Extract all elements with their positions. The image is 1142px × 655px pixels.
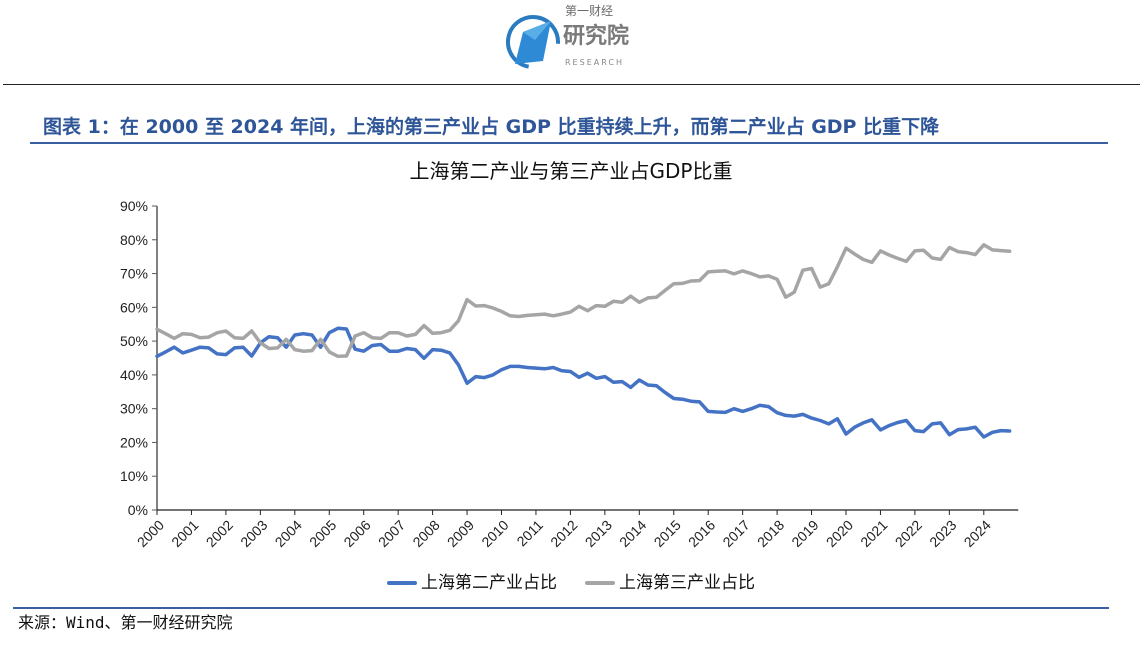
x-tick-label: 2018 <box>754 517 787 550</box>
legend-label-secondary: 上海第二产业占比 <box>421 573 557 593</box>
y-tick-label: 40% <box>120 367 148 383</box>
y-tick-label: 20% <box>120 434 148 450</box>
x-tick-label: 2016 <box>685 517 718 550</box>
x-tick-label: 2009 <box>444 517 477 550</box>
x-tick-label: 2012 <box>547 517 580 550</box>
legend-swatch-secondary <box>387 581 417 585</box>
source-divider <box>13 607 1109 609</box>
legend-item-tertiary: 上海第三产业占比 <box>585 572 755 594</box>
logo-top-text: 第一财经 <box>565 4 614 18</box>
x-tick-label: 2006 <box>340 517 373 550</box>
x-tick-label: 2024 <box>961 517 994 550</box>
y-tick-label: 50% <box>120 333 148 349</box>
y-tick-label: 60% <box>120 299 148 315</box>
x-tick-label: 2004 <box>272 517 305 550</box>
series-line-tertiary <box>155 243 1012 359</box>
diamond-globe-logo-icon <box>506 15 560 69</box>
y-tick-label: 70% <box>120 266 148 282</box>
x-tick-label: 2013 <box>582 517 615 550</box>
x-tick-label: 2021 <box>857 517 890 550</box>
x-tick-label: 2022 <box>892 517 925 550</box>
x-tick-label: 2015 <box>651 517 684 550</box>
y-tick-label: 90% <box>120 198 148 214</box>
x-tick-label: 2020 <box>823 517 856 550</box>
x-tick-label: 2002 <box>203 517 236 550</box>
chart-title: 上海第二产业与第三产业占GDP比重 <box>409 159 733 183</box>
y-tick-label: 80% <box>120 232 148 248</box>
x-tick-label: 2007 <box>375 517 408 550</box>
figure-title-rule <box>30 142 1108 144</box>
y-tick-label: 0% <box>128 502 148 518</box>
legend-label-tertiary: 上海第三产业占比 <box>619 573 755 593</box>
series-line-secondary <box>155 326 1012 439</box>
y-tick-label: 30% <box>120 401 148 417</box>
x-tick-label: 2019 <box>788 517 821 550</box>
header-divider <box>3 84 1140 85</box>
x-tick-label: 2001 <box>168 517 201 550</box>
x-tick-label: 2008 <box>409 517 442 550</box>
x-tick-label: 2017 <box>719 517 752 550</box>
x-tick-label: 2014 <box>616 517 649 550</box>
x-tick-label: 2023 <box>926 517 959 550</box>
logo-main-text: 研究院 <box>563 24 630 49</box>
legend-item-secondary: 上海第二产业占比 <box>387 572 557 594</box>
x-tick-label: 2010 <box>478 517 511 550</box>
x-tick-label: 2003 <box>237 517 270 550</box>
figure-title: 图表 1：在 2000 至 2024 年间，上海的第三产业占 GDP 比重持续上… <box>43 116 940 138</box>
source-note: 来源：Wind、第一财经研究院 <box>18 613 233 632</box>
chart-legend: 上海第二产业占比 上海第三产业占比 <box>0 572 1142 594</box>
logo-sub-text: RESEARCH <box>565 58 624 67</box>
x-tick-label: 2011 <box>513 517 546 550</box>
logo: 第一财经 研究院 RESEARCH <box>505 2 655 80</box>
x-tick-label: 2000 <box>134 517 167 550</box>
y-tick-label: 10% <box>120 468 148 484</box>
x-tick-label: 2005 <box>306 517 339 550</box>
legend-swatch-tertiary <box>585 581 615 585</box>
chart-series <box>155 243 1012 439</box>
